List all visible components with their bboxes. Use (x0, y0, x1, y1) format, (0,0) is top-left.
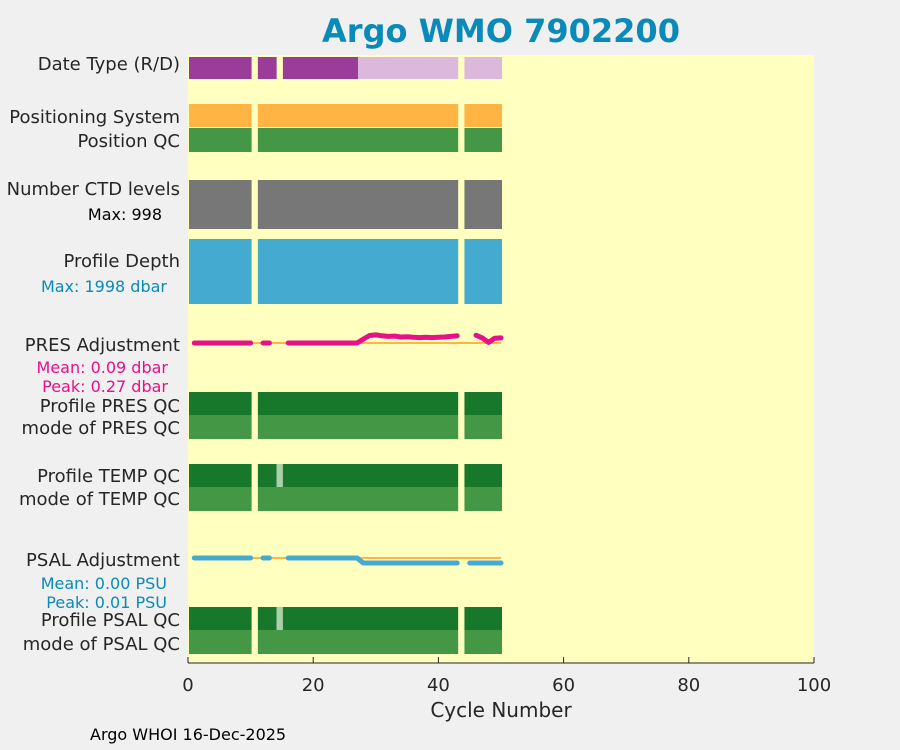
bar-positioning-system-2 (464, 104, 502, 127)
bar-date-type-r-d-3 (358, 57, 459, 79)
bar-profile-depth-0 (189, 239, 252, 304)
row-label-psal-adjustment: PSAL Adjustment (26, 550, 180, 571)
bar-date-type-r-d-0 (189, 57, 252, 79)
row-sublabel2-pres-adjustment: Peak: 0.27 dbar (42, 377, 168, 396)
bar-profile-temp-qc-3 (282, 464, 459, 487)
row-sublabel-psal-adjustment: Mean: 0.00 PSU (41, 574, 167, 593)
x-tick-label-0: 0 (182, 675, 193, 696)
bar-profile-temp-qc-2 (276, 464, 283, 487)
row-label-mode-of-psal-qc: mode of PSAL QC (23, 634, 180, 655)
line-psal-adjustment-2 (285, 555, 460, 566)
bar-profile-temp-qc-4 (464, 464, 502, 487)
row-label-position-qc: Position QC (77, 131, 180, 152)
bar-profile-pres-qc-0 (189, 392, 252, 415)
bar-profile-psal-qc-3 (282, 607, 459, 630)
bar-profile-temp-qc-0 (189, 464, 252, 487)
bar-number-ctd-levels-1 (257, 180, 459, 229)
bar-date-type-r-d-4 (464, 57, 502, 79)
row-label-date-type-r-d: Date Type (R/D) (38, 54, 180, 75)
row-sublabel-number-ctd-levels: Max: 998 (88, 205, 162, 224)
bar-date-type-r-d-2 (282, 57, 359, 79)
bar-mode-of-psal-qc-2 (464, 630, 502, 654)
line-pres-adjustment-3 (473, 332, 504, 345)
row-label-profile-pres-qc: Profile PRES QC (40, 396, 180, 417)
x-axis-label: Cycle Number (430, 698, 572, 722)
x-tick-label-20: 20 (302, 675, 325, 696)
row-label-profile-depth: Profile Depth (63, 251, 180, 272)
bar-date-type-r-d-1 (257, 57, 277, 79)
bar-mode-of-psal-qc-1 (257, 630, 459, 654)
chart-title: Argo WMO 7902200 (322, 12, 680, 50)
x-tick-label-60: 60 (552, 675, 575, 696)
bar-profile-psal-qc-0 (189, 607, 252, 630)
row-sublabel2-psal-adjustment: Peak: 0.01 PSU (46, 593, 167, 612)
row-sublabel-pres-adjustment: Mean: 0.09 dbar (37, 358, 169, 377)
x-tick-label-40: 40 (427, 675, 450, 696)
bar-mode-of-pres-qc-1 (257, 415, 459, 439)
row-label-mode-of-temp-qc: mode of TEMP QC (19, 489, 180, 510)
bar-profile-pres-qc-1 (257, 392, 459, 415)
bar-mode-of-temp-qc-0 (189, 487, 252, 511)
bar-mode-of-psal-qc-0 (189, 630, 252, 654)
footer-credit: Argo WHOI 16-Dec-2025 (90, 725, 287, 744)
bar-mode-of-temp-qc-2 (464, 487, 502, 511)
x-tick-label-80: 80 (677, 675, 700, 696)
bar-positioning-system-1 (257, 104, 459, 127)
bar-mode-of-pres-qc-2 (464, 415, 502, 439)
row-label-number-ctd-levels: Number CTD levels (7, 179, 180, 200)
bar-position-qc-1 (257, 128, 459, 152)
bar-mode-of-pres-qc-0 (189, 415, 252, 439)
bar-profile-psal-qc-1 (257, 607, 277, 630)
bar-profile-temp-qc-1 (257, 464, 277, 487)
bar-profile-psal-qc-4 (464, 607, 502, 630)
row-label-pres-adjustment: PRES Adjustment (25, 335, 180, 356)
row-label-positioning-system: Positioning System (9, 107, 180, 128)
bar-profile-depth-2 (464, 239, 502, 304)
row-label-profile-psal-qc: Profile PSAL QC (41, 610, 180, 631)
row-label-profile-temp-qc: Profile TEMP QC (37, 466, 180, 487)
line-pres-adjustment-2 (285, 332, 460, 346)
bar-number-ctd-levels-0 (189, 180, 252, 229)
bar-number-ctd-levels-2 (464, 180, 502, 229)
bar-position-qc-0 (189, 128, 252, 152)
bar-positioning-system-0 (189, 104, 252, 127)
bar-profile-pres-qc-2 (464, 392, 502, 415)
bar-mode-of-temp-qc-1 (257, 487, 459, 511)
bar-profile-depth-1 (257, 239, 459, 304)
bar-position-qc-2 (464, 128, 502, 152)
x-tick-label-100: 100 (797, 675, 831, 696)
row-label-mode-of-pres-qc: mode of PRES QC (22, 418, 180, 439)
row-sublabel-profile-depth: Max: 1998 dbar (41, 277, 167, 296)
bar-profile-psal-qc-2 (276, 607, 283, 630)
